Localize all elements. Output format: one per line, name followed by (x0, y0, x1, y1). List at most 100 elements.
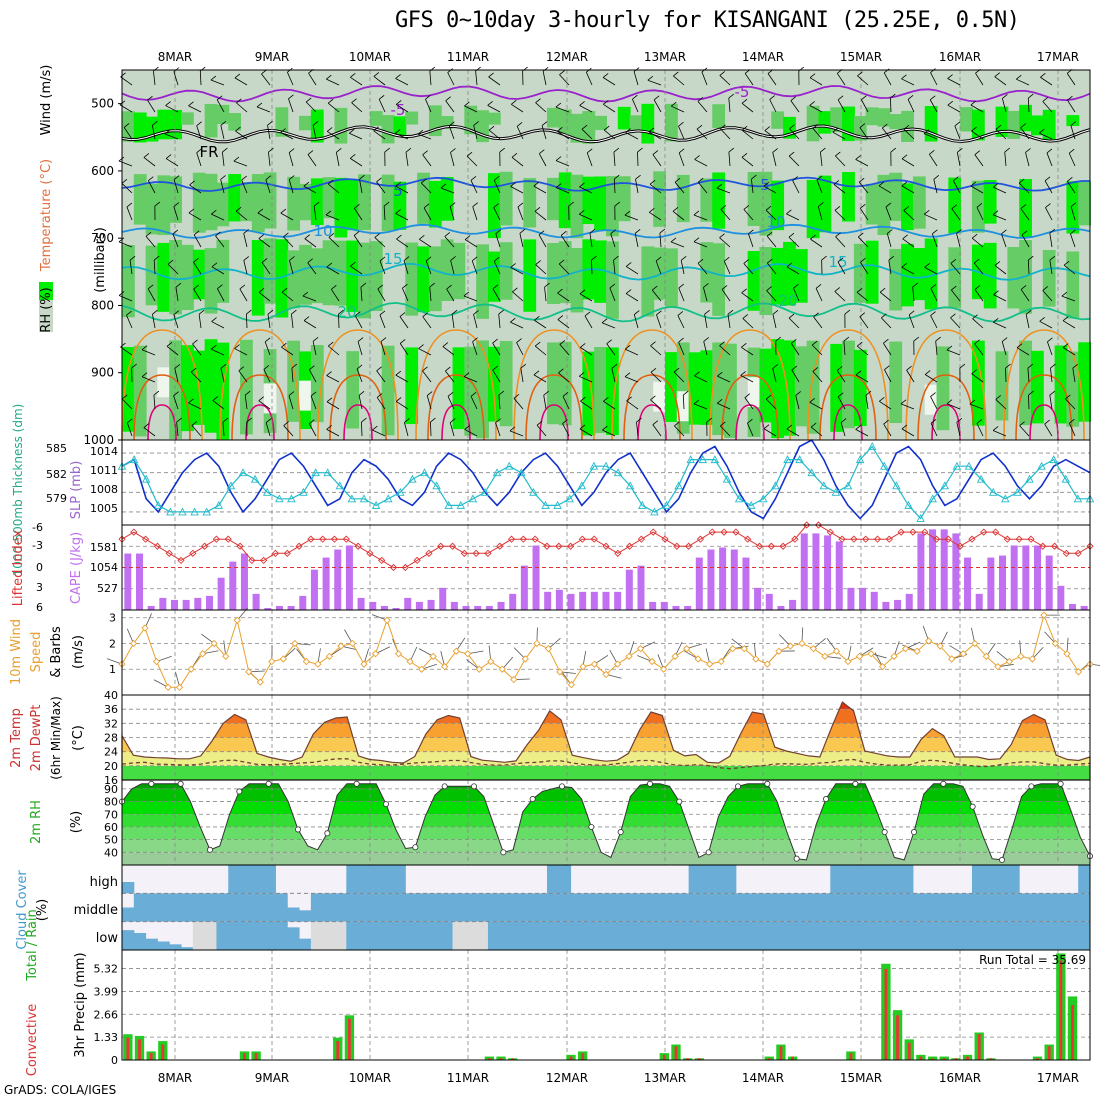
wind10m-marker (580, 664, 586, 670)
rh-shade (122, 111, 135, 141)
cloud-cell (582, 893, 594, 921)
date-label-top: 8MAR (158, 50, 193, 64)
run-total-annotation: Run Total = 35.69 (979, 953, 1086, 967)
cape-axis-label: CAPE (J/kg) (69, 532, 84, 604)
rh-shade (559, 241, 572, 303)
precip-tick-label: 1.33 (94, 1031, 119, 1044)
rh-tick-label: 60 (104, 821, 118, 834)
rh-band (122, 802, 1090, 815)
cape-bar (836, 541, 843, 610)
cape-bar (987, 558, 994, 610)
cloud-cell (228, 922, 240, 950)
cloud-cell (913, 893, 925, 921)
thickness-tick-label: 579 (46, 492, 67, 505)
cloud-cell (1078, 893, 1090, 921)
cape-bar (1011, 545, 1018, 610)
rh-shade (547, 243, 560, 304)
cloud-cell (122, 908, 134, 922)
rh-shade (948, 178, 961, 234)
rh-shade (134, 346, 147, 437)
cloud-cell (700, 865, 712, 893)
wind10m-marker (315, 661, 321, 667)
cloud-cell (972, 922, 984, 950)
cape-bar (404, 598, 411, 610)
cloud-cell (948, 893, 960, 921)
cape-bar (218, 578, 225, 610)
rh-shade (807, 106, 820, 142)
rh-shade (205, 248, 218, 313)
rh-marker (442, 784, 447, 789)
cloud-cell (783, 922, 795, 950)
cloud-cell (240, 922, 252, 950)
rh-band (122, 827, 1090, 840)
cloud-gap (464, 922, 476, 950)
cloud-cell (464, 893, 476, 921)
contour-label: FR (199, 143, 218, 161)
cloud-cell (122, 930, 134, 950)
rh-marker (559, 784, 564, 789)
rh-shade (1066, 352, 1079, 427)
cape-bar (241, 554, 248, 610)
wind10m-frame (122, 610, 1090, 695)
cloud-cell (866, 865, 878, 893)
rh-marker (794, 856, 799, 861)
rh-marker (325, 831, 330, 836)
rh-shade (937, 346, 950, 430)
contour-label: -5 (735, 83, 750, 101)
rh-shade (500, 341, 513, 426)
cloud-cell (901, 922, 913, 950)
cloud-cell (748, 922, 760, 950)
rh-marker (911, 829, 916, 834)
cloud-cell (275, 922, 287, 950)
cloud-cell (972, 893, 984, 921)
cloud-cell (382, 922, 394, 950)
rh-shade (665, 104, 678, 142)
cloud-cell (275, 893, 287, 921)
cloud-cell (736, 893, 748, 921)
cloud-cell (878, 922, 890, 950)
rh-shade (1043, 110, 1056, 140)
cape-bar (672, 606, 679, 610)
date-label-bottom: 9MAR (255, 1071, 290, 1085)
rh-shade (146, 184, 159, 235)
rh-shade (287, 177, 300, 231)
li-tick-label: -3 (32, 539, 43, 552)
rh-shade (169, 240, 182, 314)
temp-axis-label-unit: (°C) (71, 725, 86, 751)
rh2m-axis-label-a: 2m RH (29, 800, 44, 844)
cloud-cell (724, 893, 736, 921)
cape-bar (661, 602, 668, 610)
rh-shade (854, 350, 867, 426)
cape-bar (777, 606, 784, 610)
cloud-gap (334, 922, 346, 950)
rh-shade (216, 240, 229, 303)
rh-marker (413, 845, 418, 850)
cloud-cell (358, 893, 370, 921)
rh-shade (700, 178, 713, 221)
cloud-cell (689, 922, 701, 950)
slp-tick-label: 1008 (90, 483, 118, 496)
cape-bar (358, 598, 365, 610)
cloud-cell (323, 893, 335, 921)
contour-label: 20 (778, 292, 797, 310)
cloud-cell (122, 882, 134, 893)
slp-tick-label: 1011 (90, 464, 118, 477)
date-label-bottom: 15MAR (840, 1071, 882, 1085)
cape-bar (696, 558, 703, 610)
date-label-top: 9MAR (255, 50, 290, 64)
cloud-cell (700, 893, 712, 921)
wind10m-marker (799, 640, 805, 646)
cape-bar (509, 594, 516, 610)
precip-tick-label: 2.66 (94, 1008, 119, 1021)
cloud-cell (960, 922, 972, 950)
rh-marker (677, 799, 682, 804)
rh-marker (178, 781, 183, 786)
rh-marker (882, 829, 887, 834)
cloud-cell (547, 922, 559, 950)
rh-shade (724, 344, 737, 438)
wind10m-marker (857, 653, 863, 659)
cape-bar (498, 602, 505, 610)
